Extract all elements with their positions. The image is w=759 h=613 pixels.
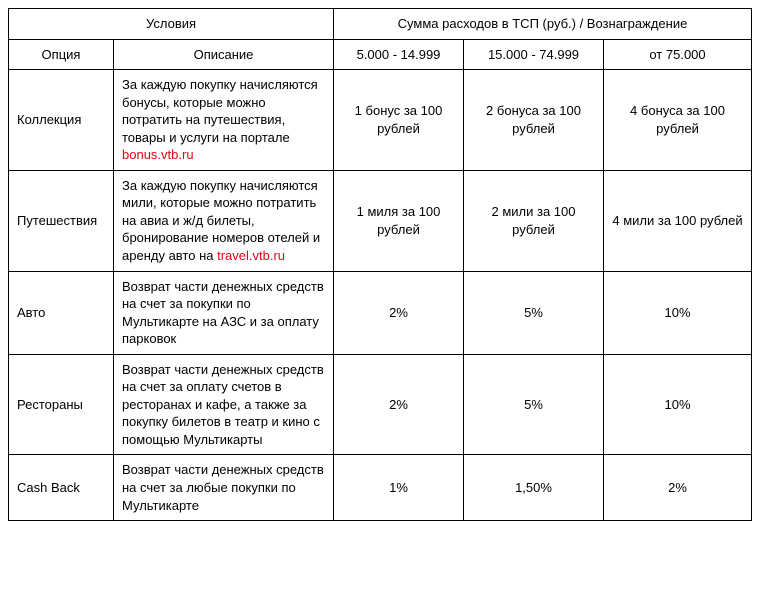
tier1-cell: 2% (334, 271, 464, 354)
tier3-cell: 4 бонуса за 100 рублей (604, 70, 752, 171)
tier2-cell: 5% (464, 354, 604, 455)
description-cell: Возврат части денежных средств на счет з… (114, 271, 334, 354)
description-text: За каждую покупку начисляются бонусы, ко… (122, 77, 318, 145)
header-conditions: Условия (9, 9, 334, 40)
description-cell: За каждую покупку начисляются мили, кото… (114, 170, 334, 271)
header-description: Описание (114, 39, 334, 70)
tier1-cell: 2% (334, 354, 464, 455)
header-tier1: 5.000 - 14.999 (334, 39, 464, 70)
tier2-cell: 5% (464, 271, 604, 354)
description-cell: Возврат части денежных средств на счет з… (114, 354, 334, 455)
header-option: Опция (9, 39, 114, 70)
header-rewards-title: Сумма расходов в ТСП (руб.) / Вознагражд… (334, 9, 752, 40)
tier2-cell: 2 мили за 100 рублей (464, 170, 604, 271)
description-link[interactable]: travel.vtb.ru (217, 248, 285, 263)
header-tier2: 15.000 - 74.999 (464, 39, 604, 70)
tier3-cell: 2% (604, 455, 752, 521)
tier2-cell: 2 бонуса за 100 рублей (464, 70, 604, 171)
tier1-cell: 1 бонус за 100 рублей (334, 70, 464, 171)
description-text: Возврат части денежных средств на счет з… (122, 362, 324, 447)
header-tier3: от 75.000 (604, 39, 752, 70)
table-row: РестораныВозврат части денежных средств … (9, 354, 752, 455)
option-cell: Коллекция (9, 70, 114, 171)
table-row: ПутешествияЗа каждую покупку начисляются… (9, 170, 752, 271)
description-cell: Возврат части денежных средств на счет з… (114, 455, 334, 521)
option-cell: Авто (9, 271, 114, 354)
tier2-cell: 1,50% (464, 455, 604, 521)
description-cell: За каждую покупку начисляются бонусы, ко… (114, 70, 334, 171)
option-cell: Рестораны (9, 354, 114, 455)
tier3-cell: 4 мили за 100 рублей (604, 170, 752, 271)
table-row: КоллекцияЗа каждую покупку начисляются б… (9, 70, 752, 171)
description-link[interactable]: bonus.vtb.ru (122, 147, 194, 162)
option-cell: Cash Back (9, 455, 114, 521)
tier3-cell: 10% (604, 354, 752, 455)
tier1-cell: 1% (334, 455, 464, 521)
tier1-cell: 1 миля за 100 рублей (334, 170, 464, 271)
option-cell: Путешествия (9, 170, 114, 271)
description-text: Возврат части денежных средств на счет з… (122, 462, 324, 512)
table-row: АвтоВозврат части денежных средств на сч… (9, 271, 752, 354)
tier3-cell: 10% (604, 271, 752, 354)
table-row: Cash BackВозврат части денежных средств … (9, 455, 752, 521)
rewards-table: Условия Сумма расходов в ТСП (руб.) / Во… (8, 8, 752, 521)
description-text: Возврат части денежных средств на счет з… (122, 279, 324, 347)
